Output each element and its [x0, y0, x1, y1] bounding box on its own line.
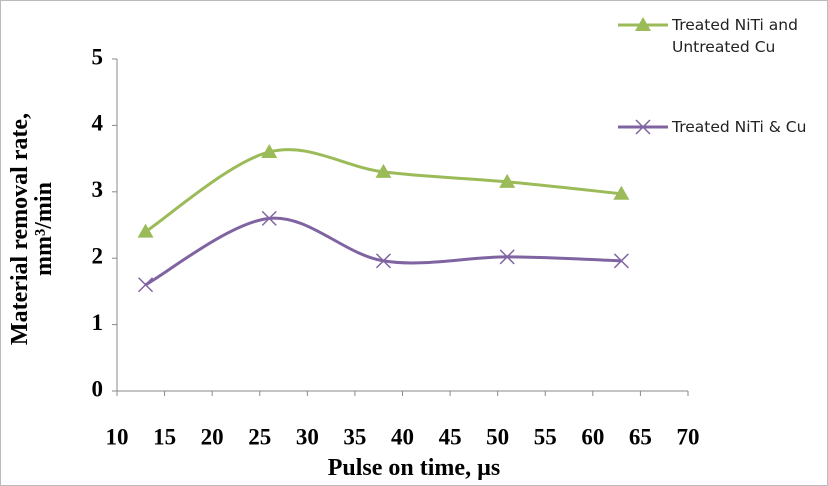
- legend-label: Treated NiTi and Untreated Cu: [672, 16, 798, 56]
- x-tick-label: 55: [534, 424, 557, 449]
- legend-marker: [635, 119, 651, 135]
- y-tick-label: 0: [92, 376, 104, 401]
- data-point: [499, 249, 515, 265]
- x-tick-label: 70: [677, 424, 700, 449]
- data-point: [613, 253, 629, 269]
- y-tick-label: 2: [92, 243, 104, 268]
- x-tick-label: 45: [439, 424, 462, 449]
- y-tick-label: 5: [92, 44, 104, 69]
- x-tick-label: 25: [248, 424, 271, 449]
- series-line: [144, 148, 622, 233]
- y-tick-label: 3: [92, 177, 104, 202]
- data-point: [137, 223, 154, 238]
- y-axis-label: Material removal rate, mm³/min: [7, 112, 57, 346]
- x-tick-label: 10: [106, 424, 129, 449]
- x-tick-label: 15: [153, 424, 176, 449]
- data-point: [261, 210, 277, 226]
- y-tick-label: 4: [92, 111, 104, 136]
- x-tick-label: 65: [629, 424, 652, 449]
- data-point: [499, 173, 516, 188]
- x-tick-label: 50: [486, 424, 509, 449]
- data-point: [138, 277, 154, 293]
- data-point: [261, 143, 278, 158]
- data-point: [613, 185, 630, 200]
- series-line: [144, 216, 622, 287]
- data-point: [375, 253, 391, 269]
- x-axis-label: Pulse on time, µs: [327, 455, 501, 481]
- x-tick-label: 40: [391, 424, 414, 449]
- data-point: [375, 163, 392, 178]
- y-tick-label: 1: [92, 310, 104, 335]
- x-tick-label: 30: [296, 424, 319, 449]
- legend-label: Treated NiTi & Cu: [672, 118, 807, 136]
- legend-marker: [635, 17, 651, 31]
- x-tick-label: 35: [343, 424, 366, 449]
- x-tick-label: 20: [201, 424, 224, 449]
- x-tick-label: 60: [581, 424, 604, 449]
